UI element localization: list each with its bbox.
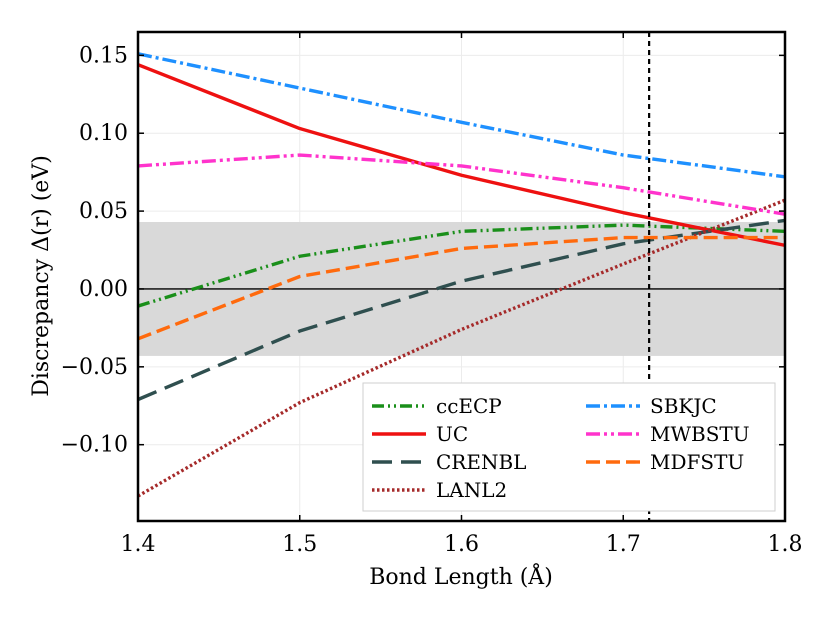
legend-label-crenbl: CRENBL	[436, 450, 526, 474]
x-tick-label: 1.5	[282, 532, 317, 557]
y-tick-label: 0.10	[79, 121, 128, 146]
series-line-ccecp	[138, 223, 785, 308]
series-line-lanl2	[138, 198, 785, 498]
x-tick-label: 1.7	[606, 532, 641, 557]
y-tick-label: 0.15	[79, 43, 128, 68]
x-tick-label: 1.8	[768, 532, 803, 557]
legend-label-lanl2: LANL2	[436, 478, 507, 502]
x-tick-label: 1.6	[444, 532, 479, 557]
series-layer	[138, 52, 785, 498]
x-axis-label: Bond Length (Å)	[369, 562, 553, 590]
legend-label-uc: UC	[436, 422, 468, 446]
legend-box	[362, 382, 776, 512]
legend-label-mwbstu: MWBSTU	[650, 422, 750, 446]
y-tick-label: 0.05	[79, 199, 128, 224]
y-tick-label: −0.05	[61, 355, 128, 380]
ticks-layer: 1.4 1.5 1.6 1.7 1.8 −0.10 −0.05 0.00 0.05 0.10 0.1…	[61, 32, 803, 557]
legend: ccECP UC CRENBL LANL2 SBKJC MWBSTU MDFSTU	[362, 382, 776, 512]
x-tick-label: 1.4	[121, 532, 156, 557]
y-tick-label: −0.10	[61, 433, 128, 458]
legend-label-sbkjc: SBKJC	[650, 394, 717, 418]
series-line-sbkjc	[138, 52, 785, 179]
series-line-uc	[138, 63, 785, 248]
legend-label-ccecp: ccECP	[436, 394, 502, 418]
y-axis-label: Discrepancy Δ(r) (eV)	[29, 155, 54, 397]
series-line-mdfstu	[138, 235, 785, 341]
legend-label-mdfstu: MDFSTU	[650, 450, 744, 474]
series-line-mwbstu	[138, 153, 785, 216]
y-tick-label: 0.00	[79, 277, 128, 302]
